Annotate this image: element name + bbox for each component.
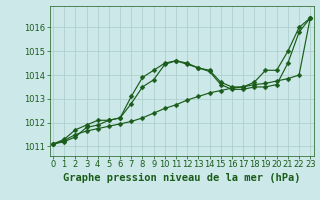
X-axis label: Graphe pression niveau de la mer (hPa): Graphe pression niveau de la mer (hPa) <box>63 173 300 183</box>
